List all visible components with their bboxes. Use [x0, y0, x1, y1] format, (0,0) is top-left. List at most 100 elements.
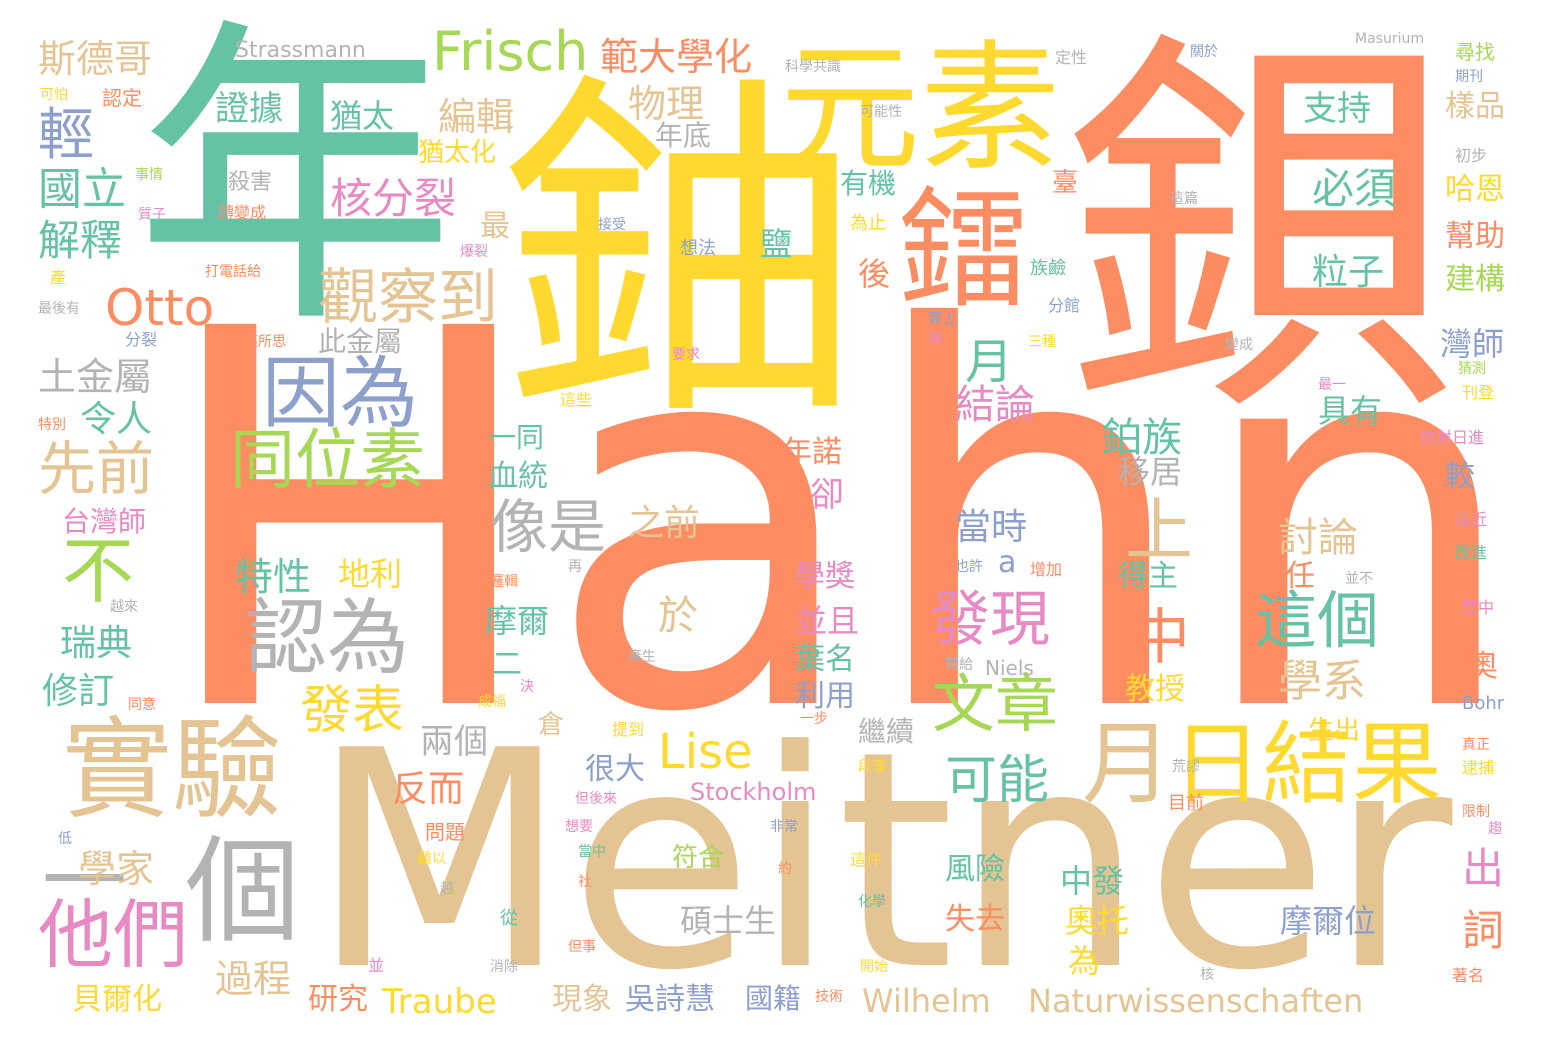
word: 學系 [1278, 656, 1366, 707]
word: 核分裂 [330, 174, 457, 223]
word: 上 [1125, 492, 1194, 571]
word: 期刊 [1455, 69, 1483, 85]
word: 鐳 [898, 174, 1029, 326]
word: 關於 [1190, 44, 1218, 60]
word: 產生 [628, 649, 656, 665]
word: 最一 [1318, 377, 1346, 393]
word: 碩士生 [680, 902, 777, 940]
word: Masurium [1355, 31, 1424, 47]
word: 初步 [1455, 146, 1488, 165]
word: 很大 [585, 752, 645, 787]
word: 發現 [930, 585, 1050, 655]
word: 這個 [1255, 584, 1380, 657]
word: 建構 [1445, 262, 1505, 297]
word: 猶太 [330, 97, 395, 135]
word: 結論 [955, 382, 1035, 428]
word: 同意 [128, 697, 156, 713]
word: 認為 [245, 591, 410, 686]
word: 並不 [1345, 571, 1373, 587]
word: 繼續 [858, 715, 915, 748]
word: 同位素 [230, 423, 426, 498]
word: 想要 [565, 819, 593, 835]
word: 修訂 [42, 671, 115, 712]
word: 灣師 [1440, 325, 1505, 363]
word: 過程 [215, 957, 292, 1001]
word: 當時 [955, 507, 1028, 548]
word: 月 [965, 334, 1014, 390]
word: 真正 [1462, 737, 1490, 753]
word: 並 [368, 956, 385, 975]
word: 物理 [628, 82, 705, 126]
word: 反而 [392, 769, 465, 810]
word: 三種 [1028, 334, 1056, 350]
word: 族鹼 [1030, 258, 1066, 279]
word: 當中 [578, 844, 606, 860]
word: 認定 [102, 86, 142, 110]
word: 鋇 [1062, 2, 1462, 467]
word: 詞 [1462, 906, 1505, 955]
word: 較 [1445, 459, 1475, 494]
word: Lise [658, 724, 753, 780]
word: 後 [858, 255, 891, 293]
word: 日結果 [1172, 712, 1442, 817]
word: 國立 [38, 164, 126, 215]
word: 一步 [800, 711, 828, 727]
word: 年諾 [782, 435, 842, 470]
word: 討論 [1278, 515, 1358, 561]
word: 接受 [598, 217, 626, 233]
word: 證據 [215, 89, 283, 129]
word: 事情 [135, 167, 163, 183]
word: 但後來 [575, 791, 617, 807]
word: 逮捕 [1462, 758, 1495, 777]
word: 因為 [262, 349, 419, 439]
word: 摩爾位 [1280, 902, 1377, 940]
word: 刊登 [1462, 383, 1495, 402]
word: Naturwissenschaften [1028, 982, 1364, 1020]
word: 得主 [1118, 559, 1178, 594]
word: 葉名 [795, 642, 855, 677]
word: 瑞典 [60, 623, 133, 664]
word: 二 [492, 647, 522, 682]
word: 決 [520, 679, 534, 695]
word: 於 [658, 593, 698, 639]
word: 最後有 [38, 301, 80, 317]
word: 尋找 [1455, 40, 1495, 64]
word: 化學 [858, 894, 886, 910]
word: 元素 [780, 28, 1061, 191]
word: Bohr [1462, 693, 1505, 714]
word: 卻 [810, 475, 844, 515]
word: 台灣師 [62, 505, 147, 538]
word: 中發 [1060, 862, 1125, 900]
word: 失去 [945, 902, 1005, 937]
word: 爆裂 [460, 244, 488, 260]
word: 風險 [945, 852, 1005, 887]
word: 年 [135, 0, 455, 366]
word: 寫給 [945, 657, 973, 673]
word: 定性 [1055, 48, 1088, 67]
word: 社 [578, 874, 592, 890]
word: 特性 [235, 555, 312, 599]
word: 開始 [860, 959, 888, 975]
word: 猶太化 [418, 138, 497, 168]
word: 兩個 [420, 722, 488, 762]
word: 增加 [1030, 560, 1063, 579]
word: 最 [480, 209, 510, 244]
word: 可能性 [860, 104, 902, 120]
word: 中 [1130, 603, 1190, 673]
word: 鹽 [760, 225, 793, 263]
word: 貝爾化 [72, 982, 162, 1017]
word: 越 [440, 881, 454, 897]
word: 月 [1082, 712, 1172, 817]
word: 學家 [78, 847, 155, 891]
word: 信中 [1462, 598, 1495, 617]
word: 分裂 [125, 330, 158, 349]
word: Strassmann [235, 38, 366, 63]
word: 消除 [490, 959, 518, 975]
word: 移居 [1118, 453, 1183, 491]
word: 為 [1068, 942, 1101, 980]
word: 為止 [850, 213, 886, 234]
word: 輕 [38, 103, 94, 168]
word: Wilhelm [862, 982, 991, 1020]
word: Stockholm [690, 778, 817, 806]
word: 吳詩慧 [625, 982, 715, 1017]
